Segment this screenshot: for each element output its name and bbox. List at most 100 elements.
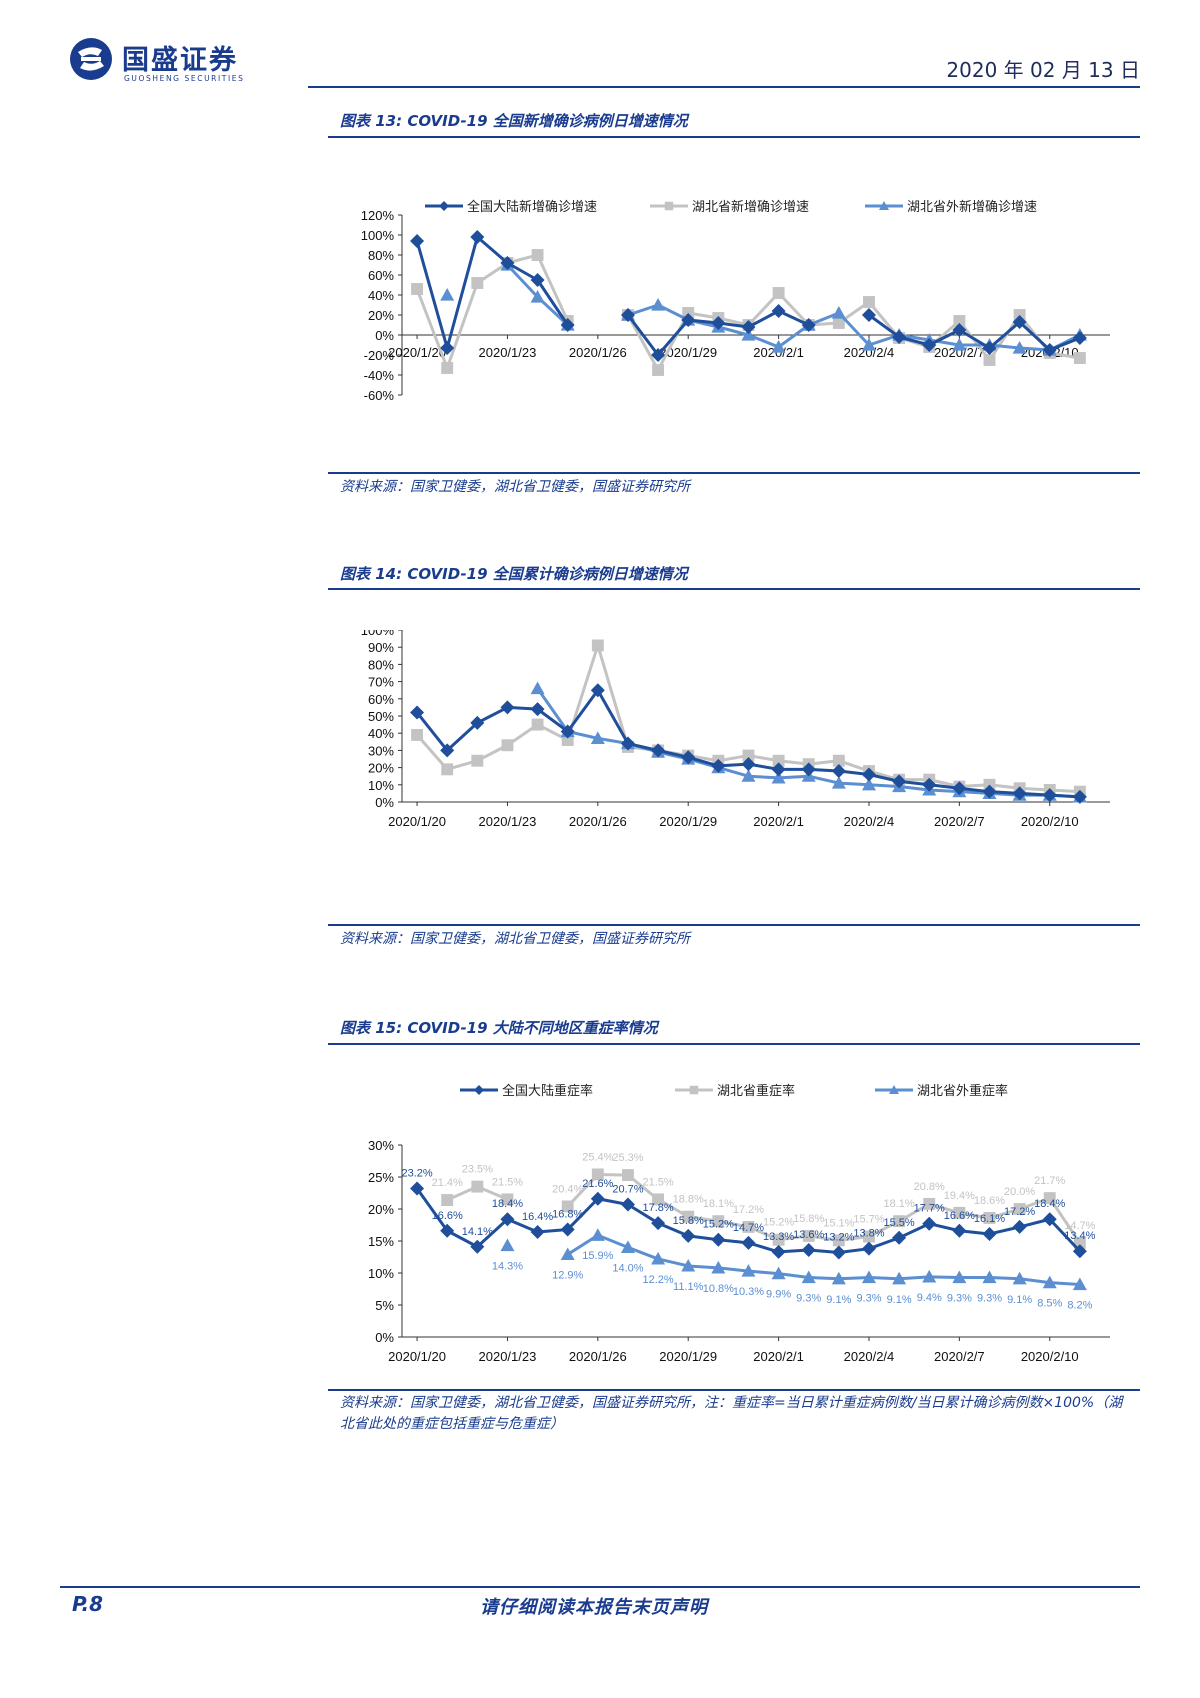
data-point [410, 1181, 425, 1196]
data-point [590, 1228, 605, 1241]
data-label: 10.8% [703, 1283, 734, 1295]
data-point [682, 1210, 695, 1223]
data-point [530, 273, 545, 287]
y-tick-label: 20% [368, 761, 394, 776]
y-tick-label: 50% [368, 709, 394, 724]
data-label: 9.1% [887, 1294, 912, 1306]
legend-marker [439, 201, 449, 211]
data-point [741, 1235, 756, 1250]
data-point [832, 317, 845, 329]
data-point [831, 1245, 846, 1260]
data-point [1013, 1203, 1026, 1215]
data-point [590, 683, 605, 698]
data-label: 9.4% [917, 1292, 942, 1304]
data-point [831, 306, 846, 319]
x-tick-label: 2020/1/23 [479, 345, 537, 360]
data-point [741, 769, 756, 782]
legend-label: 湖北省重症率 [717, 1083, 795, 1098]
data-label: 18.1% [884, 1198, 915, 1210]
data-label: 13.2% [823, 1232, 854, 1244]
data-point [952, 323, 967, 337]
data-point [441, 1194, 454, 1206]
data-point [772, 1233, 785, 1246]
data-point [501, 739, 514, 752]
data-label: 14.7% [733, 1222, 764, 1234]
disclaimer-link[interactable]: 请仔细阅读本报告末页声明 [480, 1597, 708, 1618]
data-point [832, 754, 845, 767]
data-label: 14.1% [462, 1226, 493, 1238]
guosheng-logo-icon [70, 38, 112, 80]
data-point [410, 705, 425, 720]
data-point [530, 702, 545, 717]
data-label: 17.2% [733, 1204, 764, 1216]
y-tick-label: -20% [364, 348, 395, 363]
data-point [622, 1169, 634, 1182]
data-point [892, 774, 907, 789]
data-label: 9.1% [1007, 1294, 1032, 1306]
data-point [832, 1234, 845, 1247]
data-point [530, 290, 545, 303]
y-tick-label: 20% [368, 308, 394, 323]
y-tick-label: -40% [364, 368, 395, 383]
data-point [530, 681, 545, 695]
x-tick-label: 2020/1/23 [479, 1349, 537, 1364]
data-point [1042, 343, 1057, 357]
data-point [440, 1223, 455, 1238]
data-point [982, 1270, 997, 1284]
data-point [1012, 315, 1027, 329]
data-point [620, 308, 635, 322]
data-point [590, 1191, 605, 1206]
data-point [741, 328, 756, 341]
figure-14-chart: 全国大陆累计确诊增速湖北省累计确诊增速湖北省外累计确诊增速100%90%80%7… [361, 630, 1110, 829]
data-label: 23.5% [462, 1164, 493, 1176]
data-label: 18.4% [492, 1198, 523, 1210]
data-point [1012, 786, 1027, 801]
data-point [952, 1223, 967, 1238]
figure-14-source: 资料来源：国家卫健委，湖北省卫健委，国盛证券研究所 [340, 931, 690, 947]
data-label: 17.2% [1004, 1206, 1035, 1218]
data-point [922, 338, 937, 352]
footer-rule [60, 1586, 1140, 1588]
data-label: 9.1% [826, 1294, 851, 1306]
data-point [772, 754, 785, 767]
data-point [1043, 1192, 1056, 1205]
data-label: 15.2% [703, 1219, 734, 1231]
x-tick-label: 2020/2/10 [1021, 1349, 1079, 1364]
data-label: 15.8% [673, 1215, 704, 1227]
y-tick-label: -60% [364, 388, 395, 403]
data-point [771, 304, 786, 318]
data-point [681, 313, 696, 327]
x-tick-label: 2020/1/26 [569, 814, 627, 829]
x-tick-label: 2020/2/4 [844, 1349, 895, 1364]
data-point [471, 754, 484, 767]
y-tick-label: 60% [368, 268, 394, 283]
y-tick-label: 100% [361, 630, 395, 638]
series-line [627, 303, 1081, 352]
data-point [620, 736, 635, 751]
data-point [712, 1215, 725, 1228]
figure-14-top-rule [328, 588, 1140, 590]
x-tick-label: 2020/2/7 [934, 1349, 985, 1364]
data-point [1042, 1275, 1057, 1289]
x-tick-label: 2020/1/20 [388, 345, 446, 360]
y-tick-label: 90% [368, 640, 394, 655]
data-point [440, 743, 455, 758]
data-label: 21.4% [432, 1177, 463, 1189]
figure-14-bottom-rule [328, 924, 1140, 926]
data-point [560, 318, 575, 332]
x-tick-label: 2020/1/29 [659, 814, 717, 829]
data-label: 17.7% [914, 1203, 945, 1215]
data-point [863, 1230, 875, 1243]
figure-15-chart: 全国大陆重症率 湖北省重症率 湖北省外重症率 30% 25% 20% 15% 10% 5% 0% 2… [368, 1083, 1110, 1364]
data-point [892, 330, 907, 344]
data-point [652, 364, 665, 376]
series-line [626, 291, 1081, 372]
data-point [682, 307, 695, 319]
data-label: 21.6% [582, 1178, 613, 1190]
data-point [771, 770, 786, 784]
data-label: 20.4% [552, 1183, 583, 1195]
series-line [566, 1233, 1080, 1287]
data-point [801, 1270, 816, 1284]
x-tick-label: 2020/2/1 [753, 814, 804, 829]
y-tick-label: 60% [368, 692, 394, 707]
